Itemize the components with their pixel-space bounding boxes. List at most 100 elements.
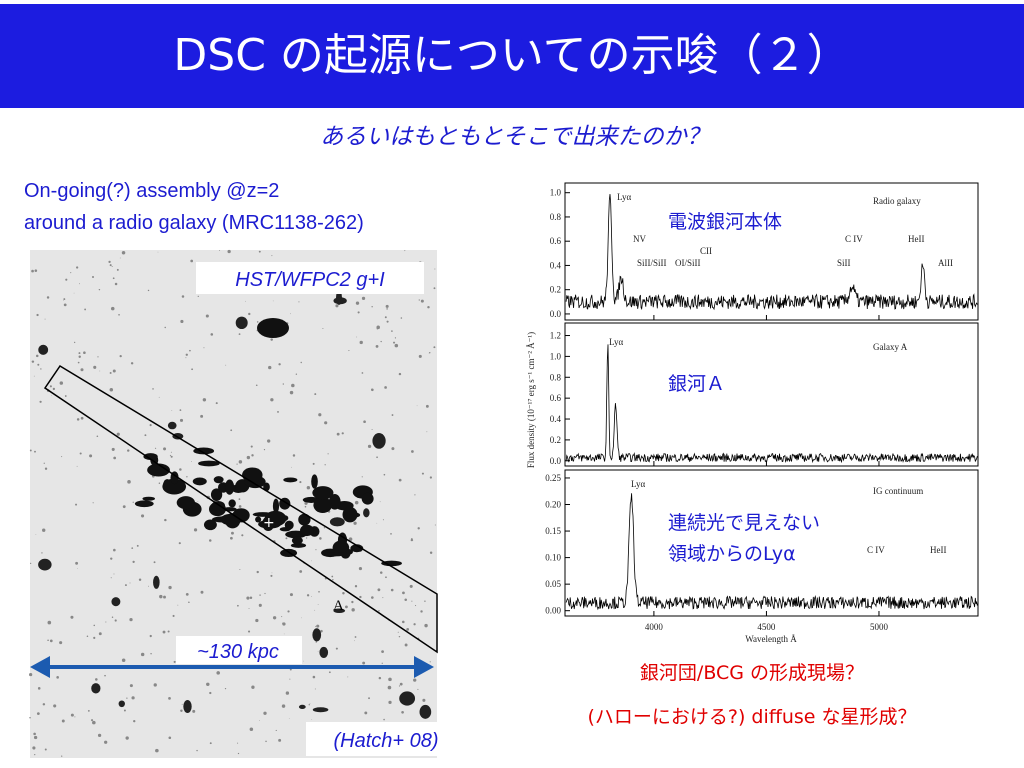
speck: [332, 579, 334, 581]
speck: [251, 685, 255, 689]
speck: [381, 650, 384, 654]
speck: [315, 625, 316, 627]
speck: [314, 393, 317, 396]
speck: [119, 354, 122, 358]
speck: [270, 338, 273, 341]
arrow-head: [30, 656, 50, 678]
speck: [83, 351, 86, 355]
speck: [92, 502, 94, 504]
speck: [43, 462, 45, 464]
galaxy-image: [29, 249, 437, 758]
speck: [318, 590, 320, 593]
blob: [183, 700, 192, 713]
speck: [354, 640, 355, 642]
speck: [225, 364, 227, 366]
speck: [416, 405, 418, 407]
blob: [345, 549, 353, 555]
blob: [111, 597, 121, 607]
speck: [154, 447, 157, 449]
y-tick-label: 0.25: [545, 473, 561, 483]
speck: [237, 752, 240, 755]
speck: [378, 676, 382, 680]
speck: [384, 316, 387, 319]
speck: [248, 608, 250, 609]
speck: [34, 754, 36, 756]
blob: [283, 477, 298, 483]
speck: [420, 299, 424, 303]
label-box: [176, 636, 302, 664]
panel-name: Radio galaxy: [873, 196, 921, 206]
speck: [116, 268, 119, 271]
y-tick-label: 0.20: [545, 500, 561, 510]
speck: [312, 675, 316, 679]
speck: [157, 251, 159, 253]
y-tick-label: 1.0: [550, 351, 562, 361]
speck: [386, 320, 389, 323]
speck: [63, 298, 66, 301]
speck: [78, 355, 81, 358]
speck: [382, 597, 384, 599]
speck: [272, 300, 274, 302]
speck: [34, 450, 36, 453]
speck: [40, 368, 42, 370]
speck: [189, 349, 191, 352]
speck: [110, 306, 115, 311]
speck: [36, 712, 40, 716]
speck: [171, 410, 173, 411]
speck: [90, 719, 94, 722]
blob: [213, 476, 224, 484]
speck: [399, 682, 403, 686]
speck: [95, 678, 98, 681]
annotation: 電波銀河本体: [668, 211, 782, 233]
speck: [402, 591, 405, 595]
speck: [382, 519, 384, 521]
y-tick-label: 0.8: [550, 372, 562, 382]
speck: [256, 570, 259, 574]
speck: [41, 552, 43, 554]
speck: [203, 347, 205, 349]
annotation: 領域からのLyα: [668, 543, 796, 565]
speck: [47, 639, 49, 641]
blob: [312, 486, 334, 500]
speck: [49, 385, 52, 388]
speck: [404, 598, 407, 602]
y-tick-label: 0.8: [550, 212, 562, 222]
speck: [76, 418, 80, 421]
speck: [170, 451, 172, 453]
speck: [391, 414, 394, 416]
blob: [399, 691, 416, 706]
speck: [404, 643, 408, 647]
y-tick-label: 1.2: [550, 331, 561, 341]
speck: [422, 698, 426, 702]
speck: [427, 305, 430, 309]
speck: [108, 260, 111, 264]
spectrum: [565, 344, 978, 464]
speck: [70, 713, 74, 717]
speck: [239, 569, 241, 571]
speck: [87, 709, 90, 712]
speck: [113, 456, 117, 460]
speck: [394, 337, 397, 339]
blob: [284, 520, 294, 530]
line-label: Lyα: [617, 192, 632, 202]
label-box: [196, 262, 424, 294]
speck: [429, 352, 431, 354]
speck: [300, 361, 302, 364]
speck: [361, 372, 364, 374]
speck: [86, 635, 89, 637]
y-tick-label: 0.05: [545, 579, 561, 589]
blob: [38, 344, 49, 355]
speck: [317, 651, 319, 653]
speck: [197, 501, 199, 502]
blob: [176, 496, 195, 510]
speck: [131, 547, 134, 549]
speck: [341, 432, 344, 435]
speck: [288, 718, 290, 719]
speck: [42, 703, 46, 706]
speck: [76, 465, 78, 467]
speck: [238, 498, 241, 501]
speck: [224, 687, 227, 690]
blob: [162, 478, 187, 495]
speck: [197, 295, 199, 298]
y-tick-label: 0.15: [545, 526, 561, 536]
